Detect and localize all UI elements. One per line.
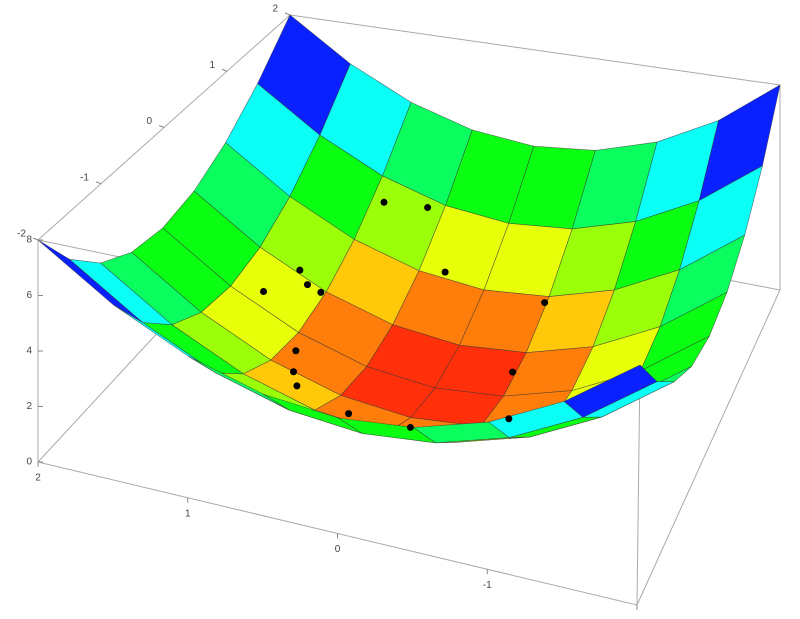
y-tick-label: 1 (209, 60, 215, 71)
data-point (441, 268, 449, 276)
data-point (292, 347, 300, 355)
z-tick-label: 2 (26, 401, 32, 412)
surface-cell (37, 239, 143, 323)
data-point (290, 368, 298, 376)
data-point (541, 299, 549, 307)
data-point (345, 410, 353, 418)
data-point (509, 368, 517, 376)
data-point (296, 266, 304, 274)
x-tick-label: 1 (185, 508, 191, 519)
data-point (380, 198, 388, 206)
x-tick-label: 2 (35, 473, 41, 484)
data-point (424, 204, 432, 212)
y-tick (95, 181, 102, 185)
points (260, 198, 549, 431)
z-tick-label: 4 (26, 346, 32, 357)
x-tick-label: 0 (335, 544, 341, 555)
surface (37, 14, 781, 444)
data-point (293, 382, 301, 390)
data-point (317, 288, 325, 296)
z-tick-label: 0 (26, 457, 32, 468)
x-tick-label: -1 (483, 580, 492, 591)
data-point (303, 281, 311, 289)
data-point (406, 423, 414, 431)
data-point (505, 415, 513, 423)
box-edge (636, 364, 641, 606)
box-edge (289, 14, 781, 86)
y-tick-label: -1 (80, 172, 89, 183)
z-tick-label: 8 (26, 235, 32, 246)
y-tick-label: -2 (17, 229, 26, 240)
y-tick (158, 125, 165, 128)
surface-cell (563, 364, 658, 418)
y-tick-label: 2 (272, 4, 278, 15)
y-tick (284, 12, 291, 16)
data-point (260, 288, 268, 296)
z-tick-label: 6 (26, 290, 32, 301)
y-tick (32, 237, 39, 241)
y-tick-label: 0 (146, 116, 152, 127)
box-edge (636, 289, 781, 606)
y-tick (221, 68, 228, 72)
